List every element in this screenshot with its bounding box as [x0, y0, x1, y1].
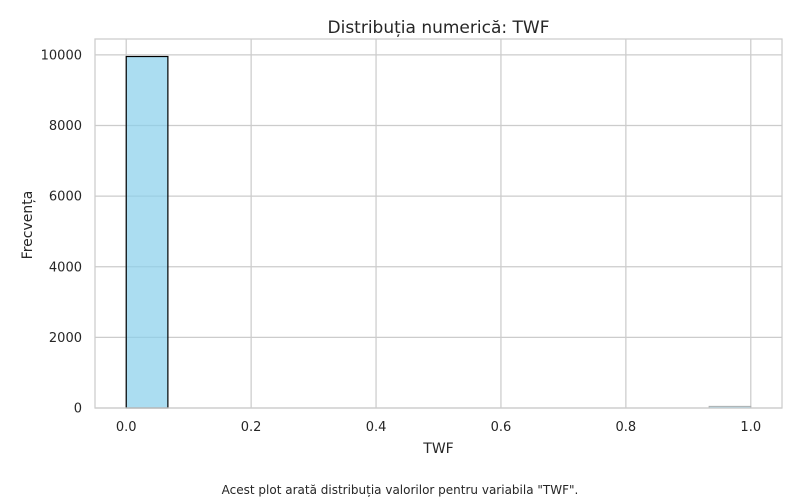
x-tick-label: 0.4 — [366, 420, 387, 435]
bar-layer — [125, 55, 752, 409]
grid-layer — [95, 39, 782, 409]
y-tick-label: 4000 — [49, 260, 82, 275]
x-tick-label: 0.2 — [241, 420, 262, 435]
y-axis-label: Frecvența — [20, 191, 36, 260]
y-tick-label: 0 — [74, 402, 82, 417]
x-axis-label: TWF — [422, 441, 453, 457]
y-tick-label: 10000 — [41, 48, 82, 63]
y-tick-label: 8000 — [49, 119, 82, 134]
x-tick-label: 0.6 — [491, 420, 512, 435]
y-tick-label: 2000 — [49, 331, 82, 346]
tick-layer: 0.0 0.2 0.4 0.6 0.8 1.0 0 2000 4000 6000 8000 10000 — [41, 48, 761, 435]
x-tick-label: 0.0 — [116, 420, 137, 435]
y-tick-label: 6000 — [49, 190, 82, 205]
chart-title: Distribuția numerică: TWF — [328, 18, 550, 38]
chart-caption: Acest plot arată distribuția valorilor p… — [221, 483, 579, 497]
plot-frame — [94, 38, 783, 409]
x-tick-label: 1.0 — [740, 420, 761, 435]
histogram-bar — [125, 55, 169, 409]
x-tick-label: 0.8 — [616, 420, 637, 435]
